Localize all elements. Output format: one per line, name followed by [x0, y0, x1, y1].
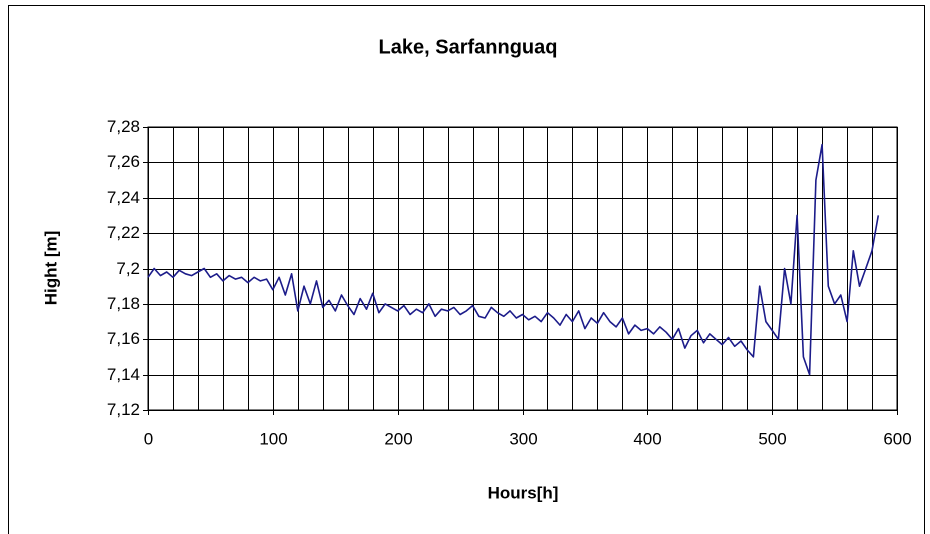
- x-axis-label: Hours[h]: [488, 483, 559, 502]
- y-axis-label: Hight [m]: [41, 231, 60, 306]
- y-tick-label: 7,16: [107, 329, 140, 348]
- y-tick-label: 7,2: [116, 259, 140, 278]
- y-tick-label: 7,14: [107, 365, 140, 384]
- y-tick-label: 7,24: [107, 188, 140, 207]
- x-tick-label: 500: [758, 429, 786, 448]
- x-tick-label: 600: [883, 429, 911, 448]
- y-tick-label: 7,22: [107, 223, 140, 242]
- y-tick-label: 7,28: [107, 117, 140, 136]
- x-tick-label: 200: [384, 429, 412, 448]
- x-tick-label: 0: [144, 429, 153, 448]
- x-tick-label: 400: [633, 429, 661, 448]
- chart-title: Lake, Sarfannguaq: [379, 36, 558, 58]
- data-line: [147, 143, 880, 376]
- y-tick-label: 7,12: [107, 400, 140, 419]
- x-tick-label: 100: [259, 429, 287, 448]
- y-tick-label: 7,18: [107, 294, 140, 313]
- x-tick-label: 300: [509, 429, 537, 448]
- y-tick-label: 7,26: [107, 152, 140, 171]
